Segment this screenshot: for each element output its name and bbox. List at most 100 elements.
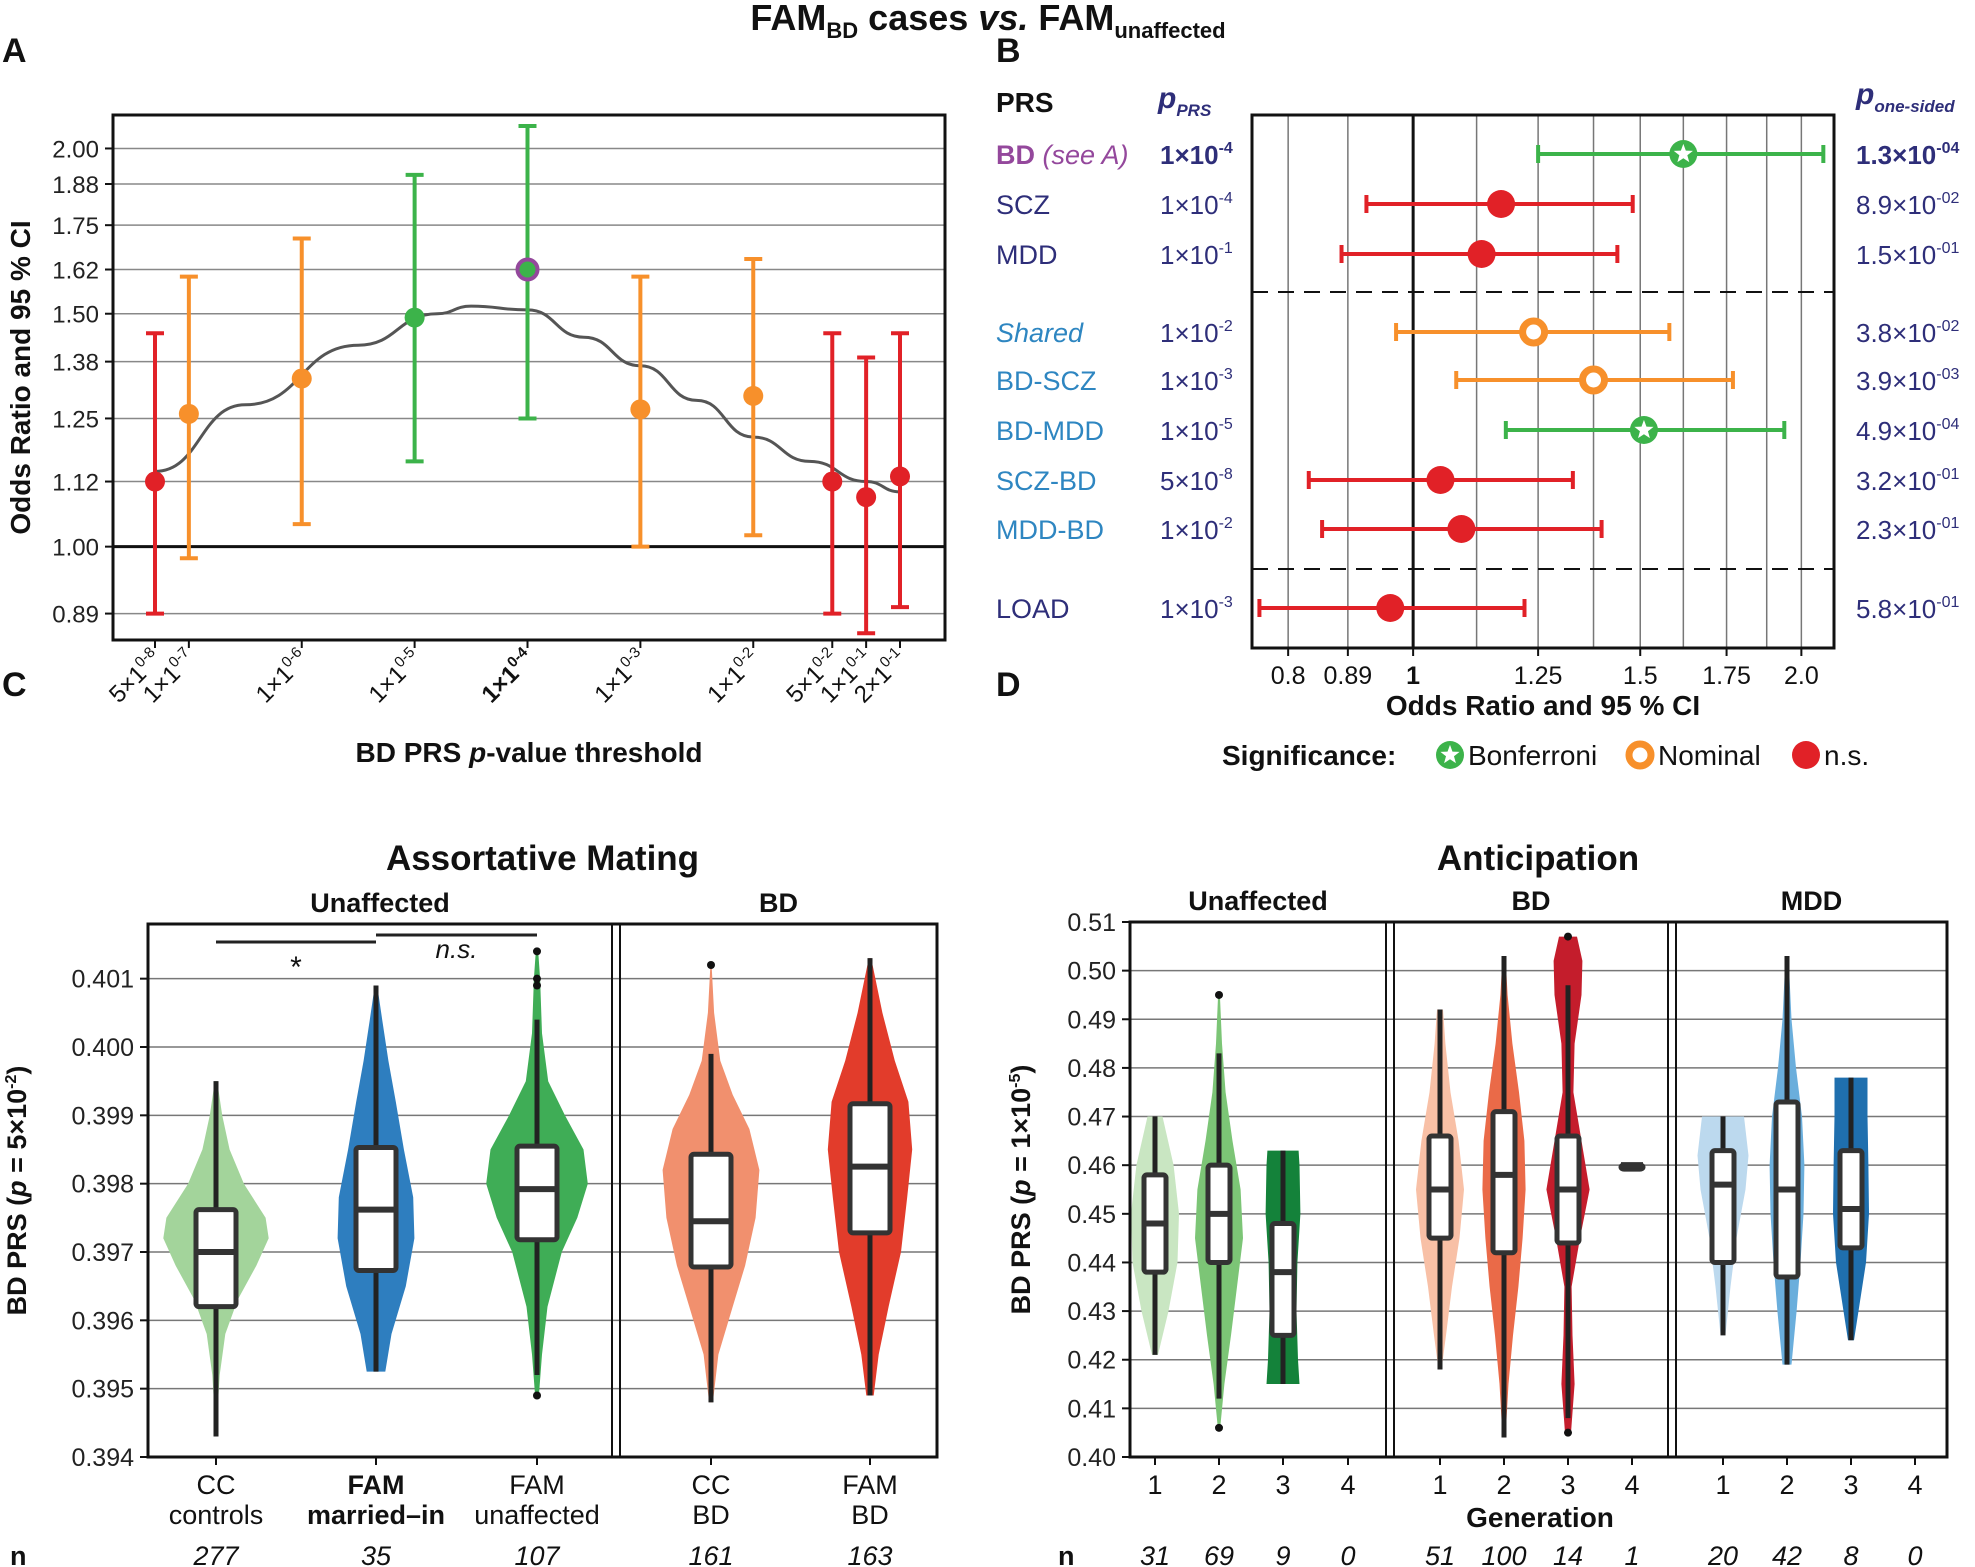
forest-row: BD-MDD 1×10-5 4.9×10-04: [996, 416, 1959, 446]
p-base: 2.3×10: [1856, 515, 1936, 545]
point-marker: [822, 471, 843, 492]
row-name: SCZ-BD: [996, 466, 1097, 496]
label-part: ): [1006, 1065, 1036, 1074]
violin: [1265, 1150, 1301, 1385]
y-tick-label: 2.00: [52, 136, 99, 163]
chart-title: Assortative Mating: [386, 839, 699, 878]
x-tick-label: CC: [197, 1470, 236, 1500]
data-point: [890, 331, 910, 610]
header-p-sub: PRS: [1176, 101, 1212, 120]
p-base: 1×10: [1160, 318, 1219, 348]
iqr-box: [193, 1207, 239, 1310]
row-name: MDD-BD: [996, 515, 1104, 545]
p-base: 3.8×10: [1856, 318, 1936, 348]
panel-label: C: [2, 666, 27, 704]
y-tick-label: 0.41: [1067, 1395, 1116, 1423]
violin: [1618, 1162, 1646, 1172]
row-name: Shared: [996, 318, 1084, 348]
sample-size: 8: [1843, 1541, 1858, 1567]
data-point: [822, 331, 843, 616]
legend-label: Nominal: [1658, 740, 1761, 771]
p-base: 1.3×10: [1856, 140, 1936, 170]
iqr-box: [688, 1151, 734, 1270]
x-tick-label: 3: [1560, 1470, 1575, 1500]
row-name-main: LOAD: [996, 594, 1070, 624]
header-p: p: [1157, 82, 1176, 115]
y-tick-label: 1.25: [52, 406, 99, 433]
x-tick-label: 3: [1843, 1470, 1858, 1500]
x-tick-label: BD: [851, 1500, 889, 1530]
forest-row: SCZ-BD 5×10-8 3.2×10-01: [996, 466, 1959, 496]
x-axis-label: Odds Ratio and 95 % CI: [1386, 690, 1700, 721]
row-p-prs: 5×10-8: [1160, 466, 1233, 496]
x-tick-label: 1×10-2: [701, 644, 766, 709]
legend-label: Bonferroni: [1468, 740, 1597, 771]
x-tick-label: BD: [692, 1500, 730, 1530]
y-axis-label: Odds Ratio and 95 % CI: [5, 220, 36, 534]
x-tick-label: 4: [1907, 1470, 1922, 1500]
outlier-point: [1215, 1423, 1223, 1432]
row-p-one-sided: 3.2×10-01: [1856, 466, 1959, 496]
sample-size: 100: [1481, 1541, 1526, 1567]
p-base: 1×10: [1160, 416, 1219, 446]
title-part: FAM: [1028, 0, 1114, 38]
label-part: = 5×10: [2, 1089, 32, 1181]
outlier-point: [1564, 1428, 1572, 1437]
x-tick-label: 1.75: [1702, 662, 1751, 690]
label-exponent: -5: [1007, 1073, 1024, 1087]
legend-item: Nominal: [1625, 740, 1761, 771]
outlier-point: [533, 981, 541, 990]
p-exponent: -3: [1219, 594, 1233, 611]
x-tick-label: 1×10-4: [475, 643, 540, 708]
x-axis-label: Generation: [1466, 1502, 1614, 1533]
sample-size: 35: [361, 1541, 392, 1567]
forest-row: MDD-BD 1×10-2 2.3×10-01: [996, 515, 1959, 545]
x-tick-label: 1.25: [1514, 662, 1563, 690]
p-exponent: -04: [1936, 140, 1959, 157]
p-base: 1×10: [1160, 515, 1219, 545]
violin: [486, 947, 588, 1400]
row-p-prs: 1×10-3: [1160, 594, 1233, 624]
y-tick-label: 0.89: [52, 602, 99, 629]
x-tick-label: 0.89: [1324, 662, 1373, 690]
label-part: BD PRS: [356, 737, 470, 768]
row-name: BD (see A): [996, 140, 1129, 170]
iqr-box: [1269, 1221, 1297, 1338]
sample-size: 42: [1772, 1541, 1802, 1567]
row-p-one-sided: 1.3×10-04: [1856, 140, 1959, 170]
row-name-main: BD-MDD: [996, 416, 1104, 446]
x-tick-label: FAM: [509, 1470, 565, 1500]
y-tick-label: 1.62: [52, 258, 99, 285]
sample-size: 0: [1907, 1541, 1922, 1567]
p-exponent: -02: [1936, 190, 1959, 207]
p-base: 1×10: [1160, 140, 1219, 170]
row-name: MDD: [996, 240, 1058, 270]
violin: [1131, 1116, 1179, 1355]
violin: [827, 958, 913, 1396]
p-base: 1×10: [1160, 594, 1219, 624]
y-tick-label: 0.47: [1067, 1104, 1116, 1132]
data-point: [856, 355, 877, 636]
forest-row: BD-SCZ 1×10-3 3.9×10-03: [996, 365, 1959, 396]
y-tick-label: 0.399: [71, 1102, 134, 1130]
data-point: [630, 274, 651, 549]
violin: [1546, 932, 1590, 1437]
outlier-point: [1564, 932, 1572, 941]
sample-size: 0: [1340, 1541, 1355, 1567]
row-name-suffix: (see A): [1035, 140, 1129, 170]
x-tick-label: 1×10-5: [362, 644, 427, 709]
y-tick-label: 0.398: [71, 1171, 134, 1199]
header-p-prs: pPRS: [1157, 82, 1212, 120]
violin: [1833, 1077, 1869, 1341]
point-marker: [890, 466, 910, 487]
y-tick-label: 0.48: [1067, 1055, 1116, 1083]
p-base: 3.2×10: [1856, 466, 1936, 496]
sample-size: 31: [1140, 1541, 1170, 1567]
forest-row: MDD 1×10-1 1.5×10-01: [996, 240, 1959, 270]
x-tick-label: 1×10-6: [249, 644, 314, 709]
label-exponent: -2: [3, 1074, 20, 1088]
significance-label: *: [290, 951, 302, 984]
sample-size: 20: [1707, 1541, 1738, 1567]
